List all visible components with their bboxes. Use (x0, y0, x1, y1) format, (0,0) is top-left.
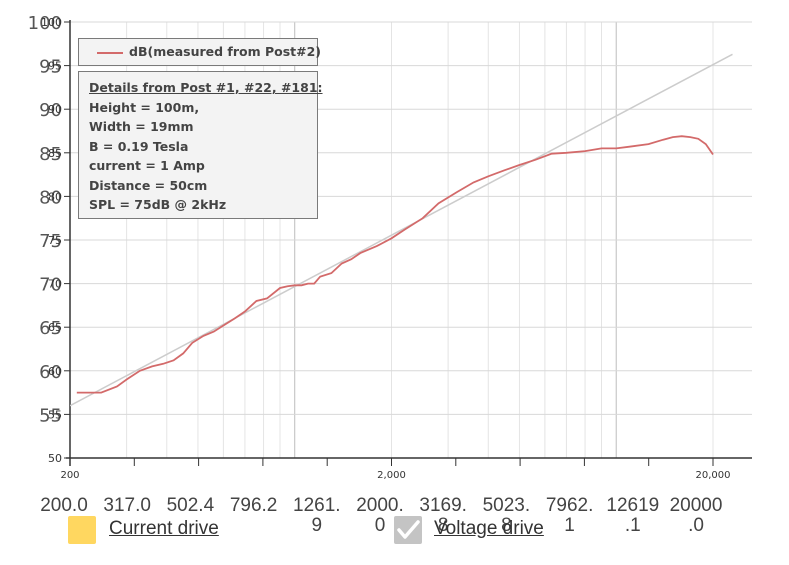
voltage-drive-link[interactable]: Voltage drive (434, 518, 544, 539)
y-tick-label-small: 50 (48, 452, 62, 465)
voltage-drive-checkbox[interactable] (394, 516, 422, 544)
y-tick-label-small: 65 (48, 321, 62, 334)
bottom-tick-label: 5023. 8 (474, 496, 538, 536)
bottom-tick-bottom: 8 (437, 515, 449, 536)
bottom-tick-bottom: 8 (501, 515, 512, 536)
y-tick-label-large: 60 (39, 362, 62, 383)
x-tick-label: 2,000 (377, 470, 406, 481)
y-tick-label-large: 95 (39, 57, 62, 78)
bottom-tick-top: 12619 (606, 495, 660, 516)
y-tick-label-large: 100 (28, 13, 62, 34)
details-line-distance: Distance = 50cm (89, 177, 208, 193)
y-tick-label-small: 95 (48, 60, 62, 73)
checkmark-icon (397, 520, 420, 539)
legend: dB(measured from Post#2) (78, 38, 322, 66)
y-tick-label-large: 75 (39, 231, 62, 252)
y-tick-label-large: 70 (39, 275, 62, 296)
details-line-height: Height = 100m, (89, 99, 200, 115)
bottom-tick-row: 200.0 317.0 502.4 796.2 1261. 9 2000. 0 3169. 8 50… (0, 496, 789, 536)
drive-controls: Current drive Voltage drive (0, 512, 789, 552)
y-tick-label-large: 85 (39, 144, 62, 165)
bottom-tick-label: 3169. 8 (411, 496, 475, 536)
y-tick-label-large: 80 (39, 187, 62, 208)
y-tick-label-small: 70 (48, 278, 62, 291)
x-tick-label: 20,000 (696, 470, 731, 481)
details-line-spl: SPL = 75dB @ 2kHz (89, 197, 227, 212)
bottom-tick-label: 317.0 (95, 496, 159, 516)
bottom-tick-top: 502.4 (166, 495, 215, 516)
bottom-tick-label: 7962. 1 (538, 496, 602, 536)
details-box: Details from Post #1, #22, #181: Height … (78, 71, 323, 219)
y-tick-label-small: 100 (41, 16, 62, 29)
legend-label-measured: dB(measured from Post#2) (129, 44, 322, 59)
bottom-tick-top: 2000. (356, 495, 404, 516)
bottom-tick-label: 200.0 (32, 496, 96, 516)
series-lines (70, 53, 733, 407)
bottom-tick-top: 5023. (482, 495, 531, 516)
details-line-current: current = 1 Amp (89, 158, 205, 173)
bottom-tick-bottom: 9 (311, 515, 323, 536)
y-tick-label-small: 85 (48, 147, 62, 160)
y-tick-label-small: 80 (48, 190, 62, 203)
bottom-tick-top: 3169. (419, 495, 467, 516)
bottom-tick-top: 20000 (669, 495, 723, 516)
y-tick-label-large: 65 (39, 318, 62, 339)
bottom-tick-bottom: .1 (624, 515, 641, 536)
y-tick-label-small: 90 (48, 103, 62, 116)
y-tick-label-large: 55 (39, 405, 62, 426)
y-tick-label-small: 55 (48, 408, 62, 421)
bottom-tick-label: 1261. 9 (285, 496, 349, 536)
bottom-tick-label: 502.4 (158, 496, 222, 516)
details-line-b: B = 0.19 Tesla (89, 138, 189, 154)
series-measured-line (76, 135, 714, 394)
details-line-width: Width = 19mm (89, 119, 194, 134)
bottom-tick-top: 1261. (293, 495, 341, 516)
bottom-tick-top: 7962. (545, 495, 594, 516)
y-tick-label-large: 90 (39, 100, 62, 121)
bottom-tick-bottom: .0 (688, 515, 704, 536)
tick-labels: 1009590858075706560551009590858075706560… (28, 13, 731, 481)
details-title: Details from Post #1, #22, #181: (89, 80, 323, 95)
x-tick-label: 200 (60, 470, 79, 481)
bottom-tick-label: 12619.1 (601, 496, 665, 536)
bottom-tick-bottom: 0 (374, 515, 386, 536)
current-drive-toggle[interactable] (68, 516, 96, 544)
y-tick-label-small: 60 (48, 365, 62, 378)
axes (64, 20, 752, 466)
bottom-tick-label: 20000.0 (664, 496, 728, 536)
bottom-tick-label: 2000. 0 (348, 496, 412, 536)
bottom-tick-top: 200.0 (40, 495, 88, 516)
bottom-tick-label: 796.2 (222, 496, 286, 516)
series-reference-line (70, 53, 733, 407)
current-drive-link[interactable]: Current drive (109, 518, 219, 539)
bottom-tick-bottom: 1 (564, 515, 575, 536)
y-tick-label-small: 75 (48, 234, 62, 247)
legend-swatch-measured (97, 52, 123, 54)
bottom-tick-top: 317.0 (103, 495, 151, 516)
bottom-tick-top: 796.2 (229, 495, 278, 516)
